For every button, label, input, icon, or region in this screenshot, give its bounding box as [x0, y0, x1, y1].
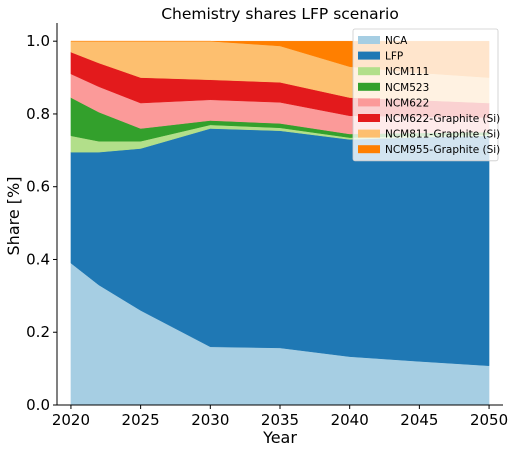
x-tick-label: 2045 [400, 411, 438, 429]
legend-label-ncm622-graphite-si: NCM622-Graphite (Si) [385, 113, 500, 125]
axes-group: 2020 2025 2030 2035 2040 2045 2050 0.0 0.2 0.4 0.6… [26, 23, 508, 429]
legend-swatch-ncm811-graphite-si [358, 129, 380, 138]
y-tick-label: 0.0 [26, 396, 50, 414]
y-tick-label: 0.2 [26, 323, 50, 341]
legend-swatch-ncm622 [358, 98, 380, 107]
x-tick-label: 2035 [261, 411, 299, 429]
legend-label-ncm955-graphite-si: NCM955-Graphite (Si) [385, 144, 500, 156]
legend-swatch-lfp [358, 51, 380, 60]
legend-swatch-ncm622-graphite-si [358, 114, 380, 122]
x-tick-label: 2020 [52, 411, 90, 429]
legend-swatch-ncm111 [358, 67, 380, 76]
legend-swatch-ncm955-graphite-si [358, 145, 380, 154]
legend-label-ncm111: NCM111 [385, 66, 429, 78]
x-tick-label: 2030 [191, 411, 229, 429]
y-tick-label: 1.0 [26, 32, 50, 50]
x-tick-label: 2050 [470, 411, 508, 429]
y-tick-label: 0.6 [26, 178, 50, 196]
legend-label-nca: NCA [385, 35, 408, 47]
legend-swatch-nca [358, 36, 380, 44]
legend-label-lfp: LFP [385, 51, 403, 63]
legend-swatch-ncm523 [358, 82, 380, 91]
y-tick-label: 0.4 [26, 250, 50, 268]
legend-label-ncm811-graphite-si: NCM811-Graphite (Si) [385, 129, 500, 141]
y-axis-label: Share [%] [4, 177, 23, 256]
chart-title: Chemistry shares LFP scenario [161, 5, 399, 23]
x-axis-label: Year [262, 428, 297, 447]
legend: NCA LFP NCM111 NCM523 NCM622 NCM622-Graphite … [352, 28, 500, 162]
legend-label-ncm523: NCM523 [385, 82, 429, 94]
y-tick-label: 0.8 [26, 105, 50, 123]
legend-label-ncm622: NCM622 [385, 97, 429, 109]
x-tick-label: 2040 [331, 411, 369, 429]
legend-box [352, 28, 499, 162]
x-tick-label: 2025 [122, 411, 160, 429]
